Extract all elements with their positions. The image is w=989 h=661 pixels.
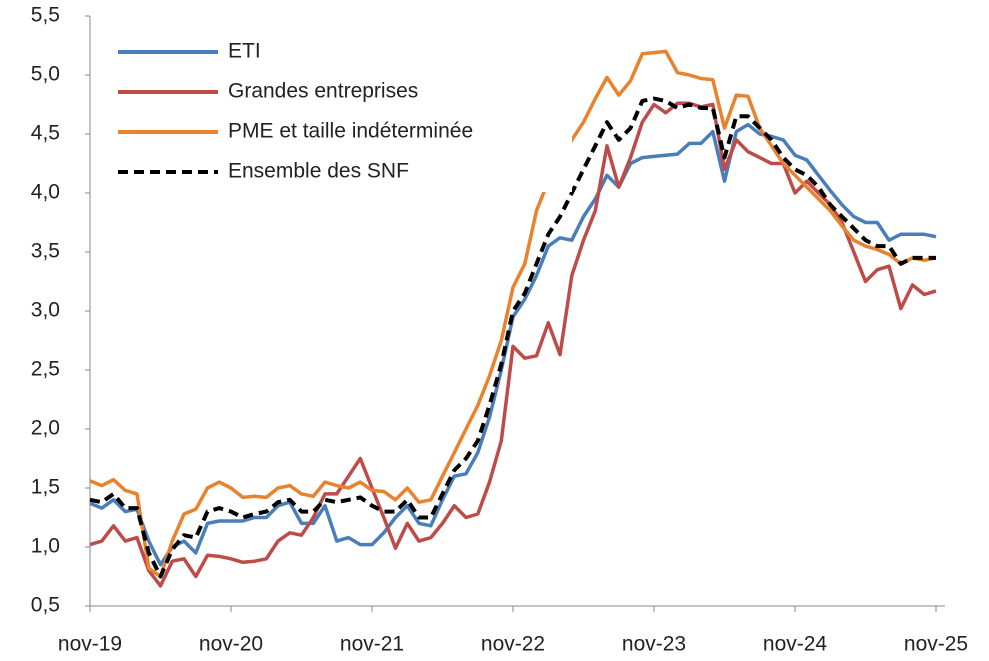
y-tick-label: 1,0: [31, 535, 60, 558]
y-tick-label: 2,5: [31, 358, 60, 381]
x-tick-label: nov-19: [58, 633, 122, 656]
y-tick-label: 4,0: [31, 181, 60, 204]
y-tick-label: 3,0: [31, 299, 60, 322]
x-tick-label: nov-25: [904, 633, 968, 656]
legend-box: [108, 34, 572, 192]
x-tick-label: nov-21: [340, 633, 404, 656]
y-tick-label: 2,0: [31, 417, 60, 440]
y-tick-label: 0,5: [31, 594, 60, 617]
legend-label: ETI: [228, 40, 261, 63]
x-tick-label: nov-24: [763, 633, 828, 656]
x-tick-label: nov-23: [622, 633, 686, 656]
x-tick-label: nov-22: [481, 633, 545, 656]
series-line: [89, 96, 936, 579]
legend-label: Ensemble des SNF: [228, 160, 409, 183]
series-line: [89, 49, 937, 579]
legend-label: PME et taille indéterminée: [228, 120, 473, 143]
y-tick-label: 3,5: [31, 240, 60, 263]
y-tick-label: 5,5: [31, 4, 60, 27]
y-tick-label: 1,5: [31, 476, 60, 499]
y-tick-label: 5,0: [31, 63, 60, 86]
y-tick-label: 4,5: [31, 122, 60, 145]
series-line: [89, 101, 937, 588]
legend-label: Grandes entreprises: [228, 80, 418, 103]
x-tick-label: nov-20: [199, 633, 263, 656]
